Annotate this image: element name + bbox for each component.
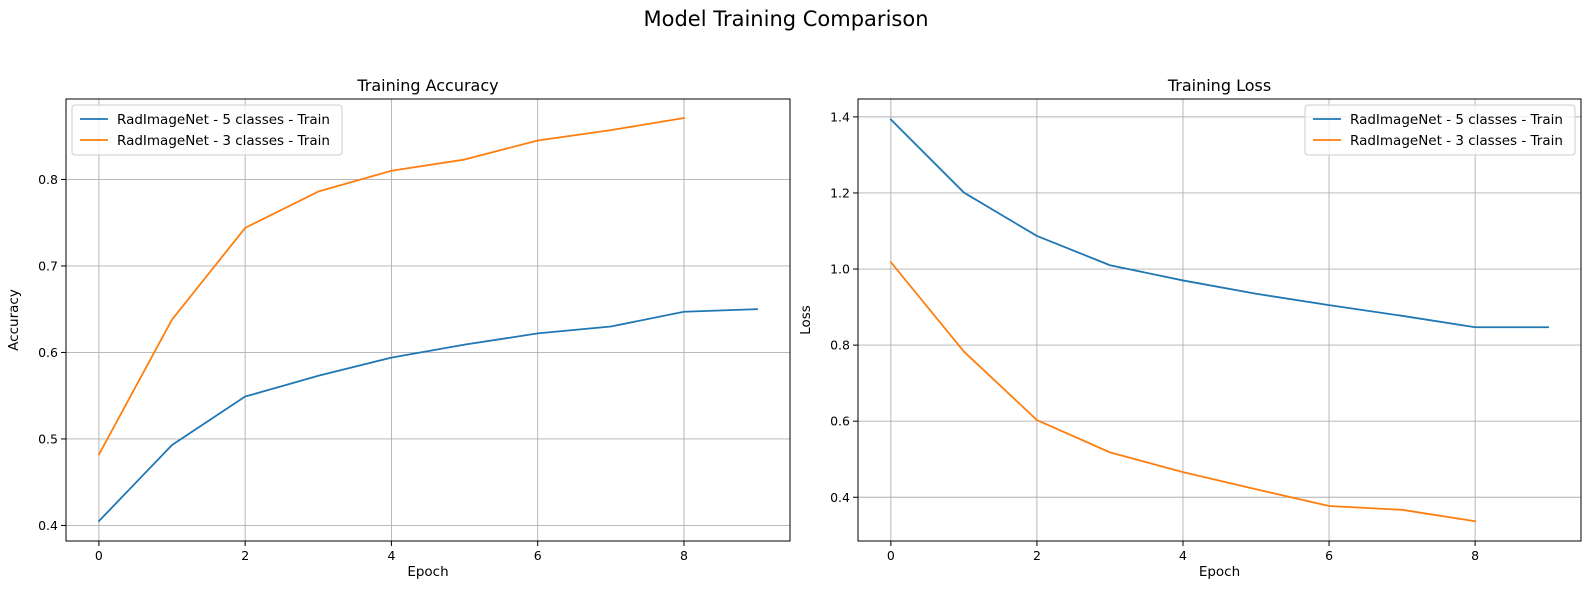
chart-1-legend: RadImageNet - 5 classes - Train RadImageN…	[1304, 104, 1576, 156]
chart-training-loss: 0 2 4 6 8 0.4 0.6 0.8 1.0 1.2 1.4 Training Loss Epoc…	[798, 76, 1582, 580]
chart-0-axes-frame	[65, 98, 791, 542]
chart-1-x-tick-label-3: 6	[1325, 548, 1333, 563]
chart-1-y-tick-label-4: 1.2	[830, 185, 850, 200]
chart-0-y-axis-label: Accuracy	[6, 289, 22, 351]
figure-title: Model Training Comparison	[644, 7, 929, 31]
chart-1-y-tick-label-1: 0.6	[830, 414, 850, 429]
chart-0-y-tick-label-0: 0.4	[38, 518, 58, 533]
chart-0-series-line-1	[97, 116, 685, 456]
chart-0-x-tick-label-1: 2	[241, 548, 249, 563]
chart-1-y-axis-label: Loss	[798, 305, 814, 335]
chart-0-x-tick-label-3: 6	[534, 548, 542, 563]
chart-training-accuracy: 0 2 4 6 8 0.4 0.5 0.6 0.7 0.8 Training Accuracy Epo…	[6, 76, 791, 580]
chart-0-y-tick-label-2: 0.6	[38, 345, 58, 360]
chart-1-y-tick-label-2: 0.8	[830, 338, 850, 353]
chart-1-series-line-1	[889, 260, 1477, 523]
chart-0-legend-label-1: RadImageNet - 3 classes - Train	[117, 133, 330, 149]
chart-1-axes-frame	[857, 98, 1582, 542]
chart-1-x-tick-label-4: 8	[1471, 548, 1479, 563]
chart-0-series-line-0	[97, 308, 759, 523]
chart-0-y-tick-label-3: 0.7	[38, 258, 58, 273]
chart-0-x-tick-label-0: 0	[95, 548, 103, 563]
chart-1-x-tick-label-1: 2	[1033, 548, 1041, 563]
chart-1-legend-box	[1304, 104, 1576, 156]
chart-0-x-axis-label: Epoch	[407, 564, 448, 580]
chart-1-series-line-0	[889, 118, 1550, 329]
chart-0-title: Training Accuracy	[356, 76, 498, 95]
chart-1-y-tick-label-5: 1.4	[830, 109, 850, 124]
chart-0-y-tick-label-1: 0.5	[38, 431, 58, 446]
chart-0-y-tick-label-4: 0.8	[38, 172, 58, 187]
chart-1-legend-label-0: RadImageNet - 5 classes - Train	[1350, 112, 1563, 128]
chart-0-x-tick-label-4: 8	[680, 548, 688, 563]
chart-1-y-tick-label-3: 1.0	[830, 262, 850, 277]
chart-1-y-tick-label-0: 0.4	[830, 490, 850, 505]
chart-1-x-axis-label: Epoch	[1199, 564, 1240, 580]
chart-0-x-tick-label-2: 4	[387, 548, 395, 563]
chart-0-legend-box	[71, 104, 343, 156]
chart-1-legend-label-1: RadImageNet - 3 classes - Train	[1350, 133, 1563, 149]
chart-0-legend: RadImageNet - 5 classes - Train RadImageN…	[71, 104, 343, 156]
chart-1-x-tick-label-2: 4	[1179, 548, 1187, 563]
chart-1-title: Training Loss	[1167, 76, 1271, 95]
chart-1-x-tick-label-0: 0	[887, 548, 895, 563]
chart-0-legend-label-0: RadImageNet - 5 classes - Train	[117, 112, 330, 128]
